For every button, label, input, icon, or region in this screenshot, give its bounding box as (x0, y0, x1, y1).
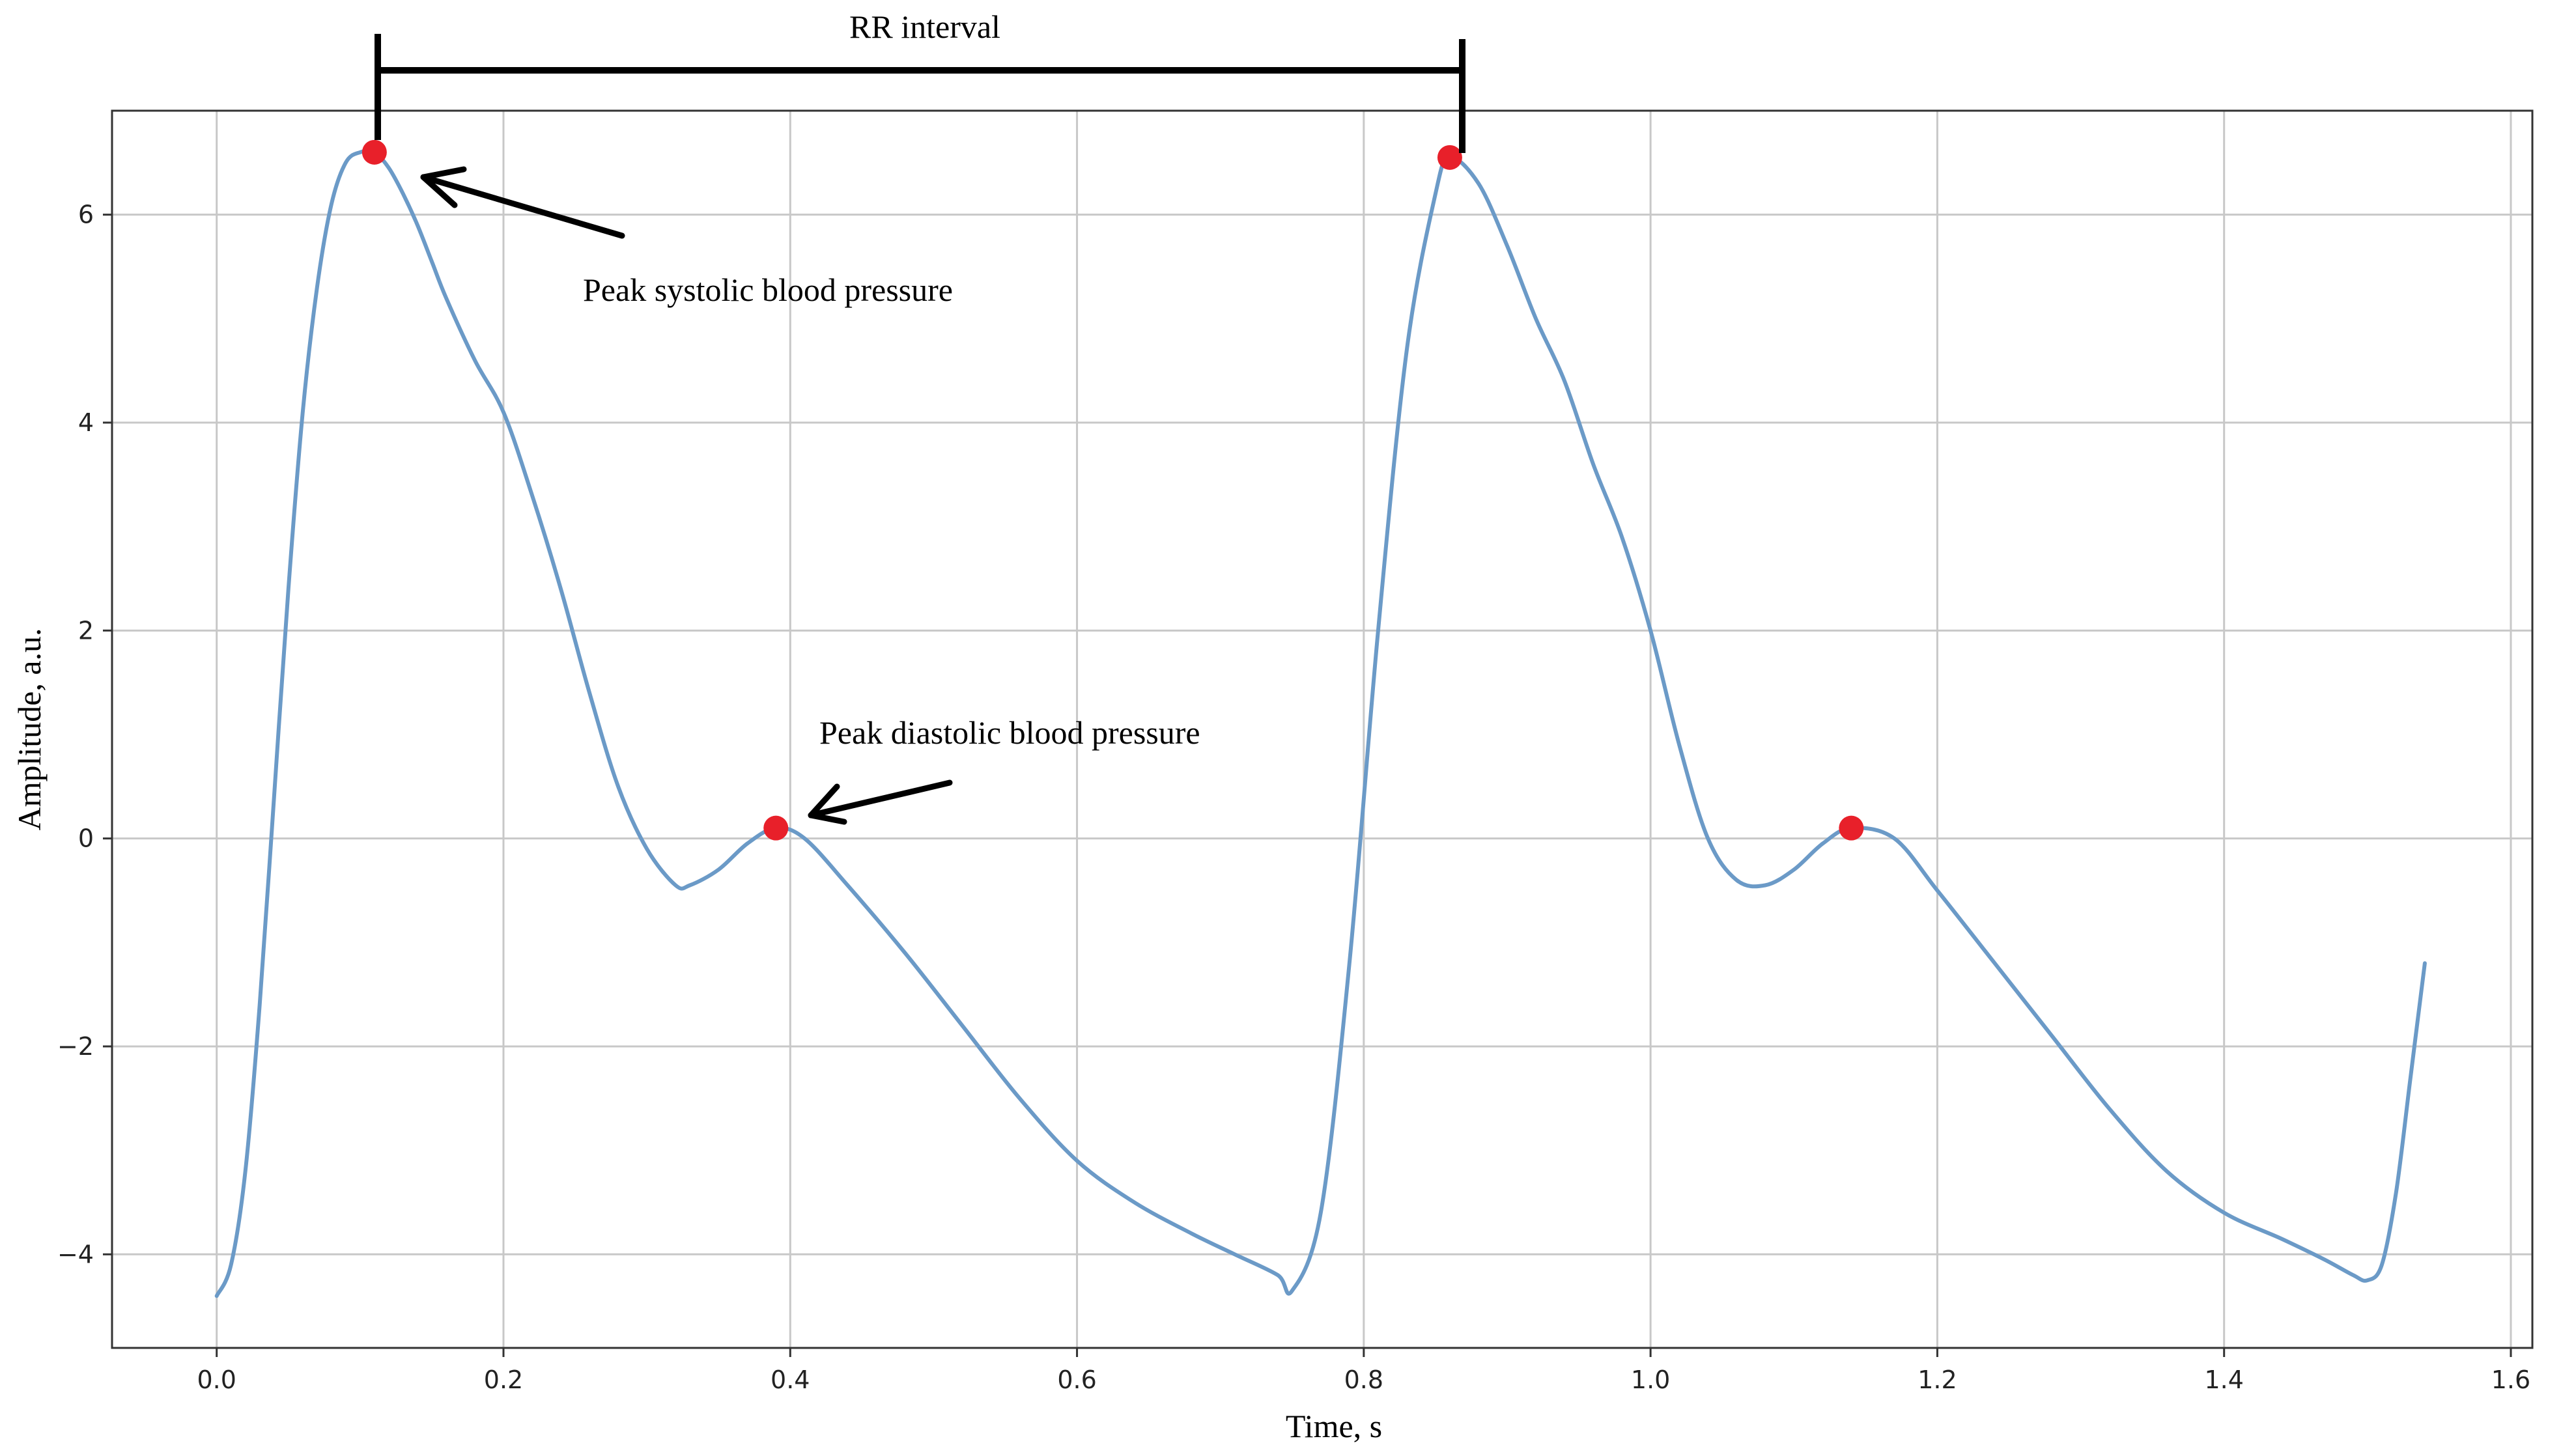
diastolic-arrow (808, 779, 953, 825)
x-tick-label: 0.4 (771, 1365, 810, 1394)
diastolic-label: Peak diastolic blood pressure (819, 714, 1200, 751)
peak-marker (361, 139, 387, 165)
x-tick-label: 1.0 (1631, 1365, 1670, 1394)
y-axis-title: Amplitude, a.u. (11, 628, 48, 830)
y-tick-label: 6 (78, 201, 94, 229)
y-tick-label: 2 (78, 616, 94, 645)
x-tick-label: 1.6 (2491, 1365, 2530, 1394)
peak-marker (763, 815, 789, 841)
x-tick-label: 0.2 (484, 1365, 523, 1394)
x-tick-label: 0.8 (1344, 1365, 1383, 1394)
peak-markers (361, 139, 1864, 841)
rr-interval-bracket (375, 34, 1465, 153)
y-tick-label: 0 (78, 824, 94, 853)
x-tick-label: 1.2 (1918, 1365, 1957, 1394)
peak-marker (1839, 815, 1864, 841)
x-tick-label: 0.0 (197, 1365, 236, 1394)
x-tick-label: 1.4 (2204, 1365, 2243, 1394)
systolic-arrow (420, 166, 625, 239)
series-line (214, 148, 2427, 1298)
rr-interval-label: RR interval (849, 8, 1000, 45)
peak-marker (1437, 145, 1462, 170)
x-tick-label: 0.6 (1057, 1365, 1096, 1394)
ticks: 0.0 0.2 0.4 0.6 0.8 1.0 1.2 1.4 1.6 −4 −2 0 2 4 6 (57, 201, 2530, 1394)
x-axis-title: Time, s (1286, 1408, 1382, 1444)
systolic-label: Peak systolic blood pressure (583, 272, 953, 308)
y-tick-label: −2 (57, 1032, 94, 1061)
y-tick-label: −4 (57, 1240, 94, 1268)
y-tick-label: 4 (78, 408, 94, 437)
grid (112, 111, 2532, 1348)
plot-frame (111, 109, 2534, 1349)
